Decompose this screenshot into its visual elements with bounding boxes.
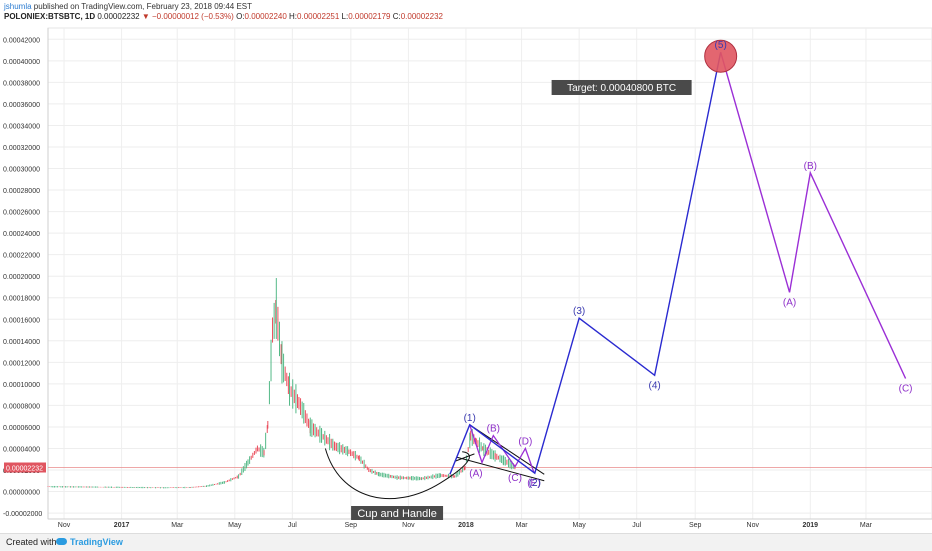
y-tick-label: 0.00026000 [3,210,40,217]
target-circle [704,39,738,73]
y-tick-label: 0.00040000 [3,59,40,66]
y-tick-label: 0.00018000 [3,296,40,303]
x-tick-label: 2017 [114,522,130,529]
y-tick-label: 0.00032000 [3,145,40,152]
correction-wave-label: (C) [899,383,913,394]
high-label: H: [289,12,298,21]
footer-bar: Created with TradingView [0,533,932,551]
impulse-wave-label: (2) [529,478,541,489]
triangle-wave-label: (A) [469,468,482,479]
y-tick-label: 0.00012000 [3,360,40,367]
close-value: 0.00002232 [400,12,443,21]
price-change: ▼ −0.00000012 (−0.53%) [141,12,234,21]
y-tick-label: 0.00030000 [3,167,40,174]
low-value: 0.00002179 [348,12,391,21]
high-value: 0.00002251 [297,12,340,21]
x-tick-label: Jul [632,522,641,529]
y-tick-label: 0.00004000 [3,446,40,453]
symbol-label: POLONIEX:BTSBTC, 1D [4,12,96,21]
triangle-wave-label: (D) [518,436,532,447]
y-tick-label: 0.00042000 [3,37,40,44]
current-price-label: 0.00002232 [6,466,43,473]
impulse-wave-label: (4) [649,380,661,391]
triangle-lower-line [456,456,545,482]
publish-info: jshumla published on TradingView.com, Fe… [4,2,252,11]
x-tick-label: 2019 [803,522,819,529]
cup-curve [324,448,470,500]
y-tick-label: 0.00024000 [3,231,40,238]
cup-handle-label: Cup and Handle [357,508,437,520]
y-tick-label: 0.00000000 [3,490,40,497]
x-tick-label: Nov [58,522,71,529]
x-tick-label: Nov [747,522,760,529]
triangle-wave-label: (C) [508,473,522,484]
y-tick-label: 0.00028000 [3,188,40,195]
y-tick-label: 0.00008000 [3,403,40,410]
x-tick-label: Mar [860,522,873,529]
correction-wave-path [719,52,907,379]
current-price-tag [4,462,46,473]
x-tick-label: May [228,522,242,529]
x-tick-label: Jul [288,522,297,529]
y-tick-label: 0.00038000 [3,80,40,87]
tradingview-logo-icon [56,538,67,545]
handle-line [454,453,475,462]
triangle-wave-label: (E) [527,478,540,489]
close-label: C: [392,12,401,21]
open-label: O: [236,12,245,21]
impulse-wave-label: (1) [464,413,476,424]
x-tick-label: Mar [516,522,529,529]
low-label: L: [341,12,349,21]
x-tick-label: May [573,522,587,529]
y-tick-label: 0.00010000 [3,382,40,389]
triangle-wave-label: (B) [487,424,500,435]
last-price: 0.00002232 [97,12,140,21]
target-label: Target: 0.00040800 BTC [567,83,676,94]
target-label-box [551,79,692,95]
y-tick-label: 0.00036000 [3,102,40,109]
impulse-wave-path [449,52,722,475]
correction-wave-label: (B) [804,161,817,172]
y-tick-label: 0.00022000 [3,253,40,260]
y-tick-label: 0.00006000 [3,425,40,432]
symbol-info: POLONIEX:BTSBTC, 1D 0.00002232 ▼ −0.0000… [4,12,443,21]
y-tick-label: 0.00020000 [3,274,40,281]
x-tick-label: 2018 [458,522,474,529]
y-tick-label: 0.00016000 [3,317,40,324]
y-tick-label: 0.00034000 [3,123,40,130]
price-chart[interactable]: 0.00042000 0.00040000 0.00038000 0.00036000… [0,0,932,533]
impulse-wave-label: (3) [573,306,585,317]
created-with-label: Created with [6,537,57,547]
cup-handle-label-box [351,506,444,520]
x-tick-label: Nov [402,522,415,529]
correction-wave-label: (A) [783,297,796,308]
open-value: 0.00002240 [244,12,287,21]
y-tick-label: -0.00002000 [3,511,42,518]
x-tick-label: Mar [171,522,184,529]
publish-text: published on TradingView.com, February 2… [31,2,253,11]
y-tick-label: 0.00014000 [3,339,40,346]
author-name[interactable]: jshumla [4,2,32,11]
plot-area [47,27,932,520]
tradingview-brand[interactable]: TradingView [70,537,123,547]
x-tick-label: Sep [689,522,702,529]
impulse-wave-label: (5) [715,40,727,51]
x-tick-label: Sep [345,522,358,529]
